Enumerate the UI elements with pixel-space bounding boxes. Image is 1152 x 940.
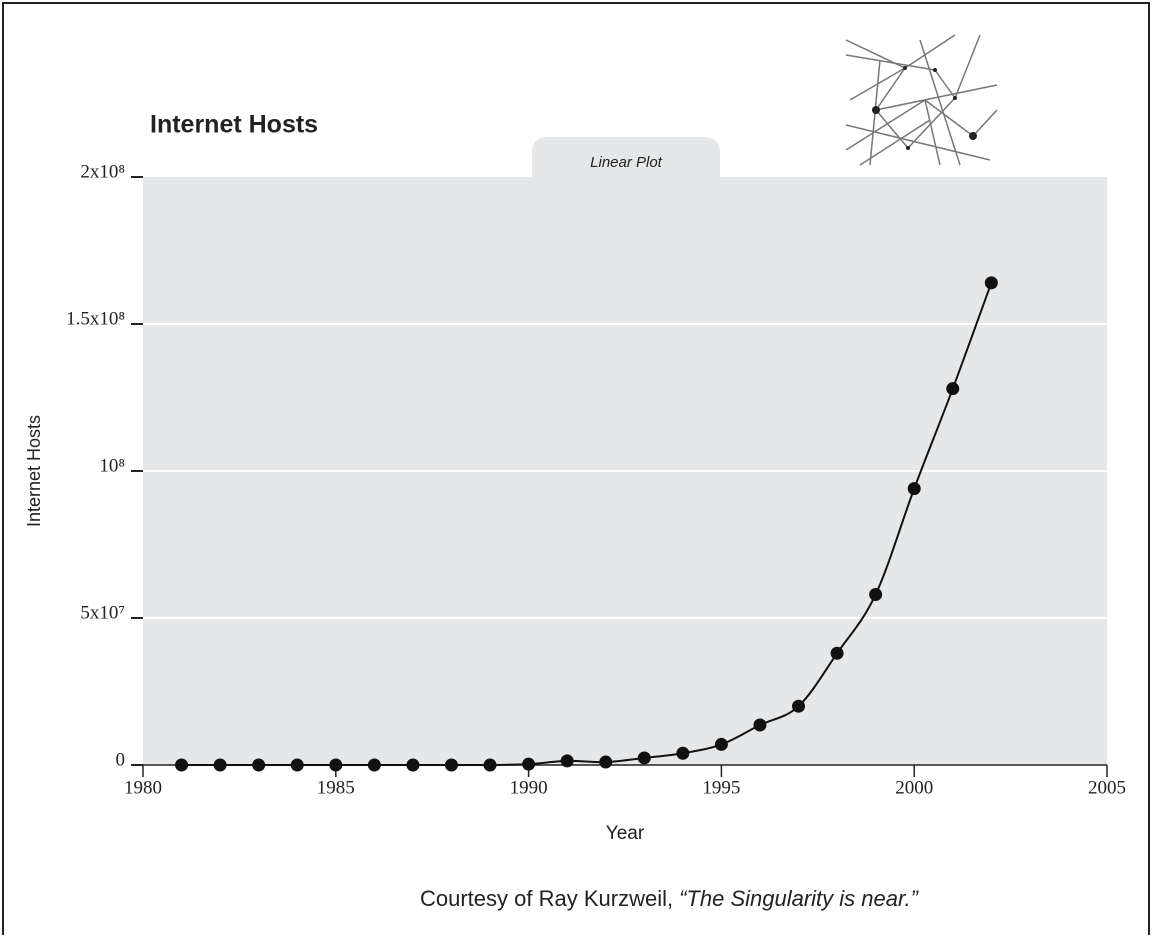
x-tick-label: 2005 xyxy=(1088,777,1126,798)
y-tick-label: 1.5x10⁸ xyxy=(66,308,125,329)
point xyxy=(444,758,458,772)
point xyxy=(714,737,728,751)
x-axis-label: Year xyxy=(606,823,645,844)
y-tick-label: 0 xyxy=(116,749,126,770)
chart-title: Internet Hosts xyxy=(150,111,318,139)
tab xyxy=(532,137,720,177)
point xyxy=(637,751,651,765)
x-tick-label: 1985 xyxy=(317,777,355,798)
point xyxy=(984,276,998,290)
point xyxy=(290,758,304,772)
point xyxy=(213,758,227,772)
point xyxy=(522,757,536,771)
point xyxy=(869,587,883,601)
source-title: “The Singularity is near.” xyxy=(679,886,920,911)
x-tick-label: 1980 xyxy=(124,777,162,798)
point xyxy=(907,482,921,496)
point xyxy=(792,699,806,713)
point xyxy=(753,718,767,732)
point xyxy=(830,646,844,660)
point xyxy=(175,758,189,772)
point xyxy=(329,758,343,772)
point xyxy=(252,758,266,772)
y-tick-label: 2x10⁸ xyxy=(80,161,125,182)
source: Courtesy of Ray Kurzweil, “The Singularit… xyxy=(420,886,920,911)
y-tick-label: 5x10⁷ xyxy=(80,602,125,623)
x-tick-label: 2000 xyxy=(895,777,933,798)
point xyxy=(599,755,613,769)
network-icon xyxy=(845,34,998,166)
point xyxy=(676,746,690,760)
point xyxy=(406,758,420,772)
y-tick-label: 10⁸ xyxy=(99,455,125,476)
point xyxy=(560,754,574,768)
source-text: Courtesy of Ray Kurzweil, xyxy=(420,886,673,911)
x-tick-label: 1990 xyxy=(510,777,548,798)
point xyxy=(946,382,960,396)
point xyxy=(483,758,497,772)
y-axis-label: Internet Hosts xyxy=(24,415,44,527)
x-tick-label: 1995 xyxy=(702,777,740,798)
point xyxy=(367,758,381,772)
subtitle: Linear Plot xyxy=(590,154,663,171)
